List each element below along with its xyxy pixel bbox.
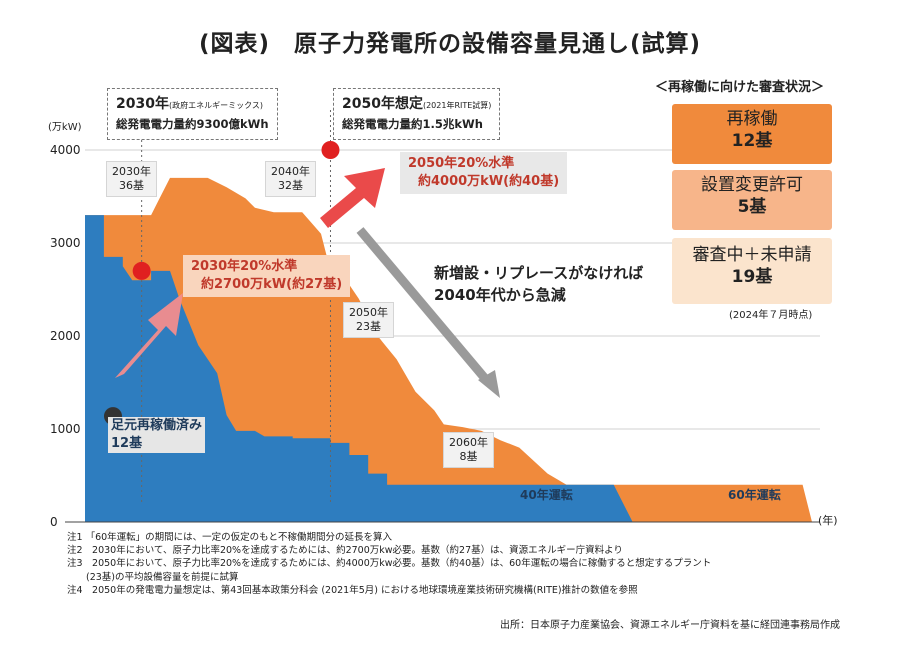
callout-2060-year: 2060年 (449, 436, 488, 449)
callout-2030-year: 2030年 (112, 165, 151, 178)
box-2030-line: 総発電電力量約9300億kWh (116, 117, 269, 131)
panel-title: ＜再稼働に向けた審査状況＞ (655, 80, 825, 95)
box-2050: 2050年想定(2021年RITE試算) 総発電電力量約1.5兆kWh (333, 88, 501, 140)
area-40yr (85, 215, 633, 522)
callout-2050-count: 23基 (356, 320, 381, 333)
decline-arrow-head (478, 370, 500, 398)
series-label-60: 60年運転 (728, 488, 781, 502)
target-dot-2050 (321, 141, 340, 159)
decline-line2: 2040年代から急減 (434, 286, 566, 304)
callout-2040-year: 2040年 (271, 165, 310, 178)
panel-box-restarted-label: 再稼働 (726, 109, 778, 129)
box-2030-sub: (政府エネルギーミックス) (168, 101, 263, 110)
callout-2030-count: 36基 (119, 179, 144, 192)
box-2030: 2030年(政府エネルギーミックス) 総発電電力量約9300億kWh (107, 88, 278, 140)
arrow-2030 (115, 293, 183, 378)
target-2050-line2: 約4000万kW(約40基) (418, 174, 560, 189)
box-2050-heading: 2050年想定 (342, 96, 423, 112)
target-2030-label: 2030年20%水準 約2700万kW(約27基) (183, 255, 351, 297)
current-line2: 12基 (111, 436, 143, 451)
target-2030-line1: 2030年20%水準 (191, 259, 298, 274)
note-4: 注4 2050年の発電電力量想定は、第43回基本政策分科会 (2021年5月) … (67, 584, 638, 596)
source: 出所：日本原子力産業協会、資源エネルギー庁資料を基に経団連事務局作成 (500, 620, 840, 631)
chart-axes: 0 1000 2000 3000 4000 (50, 143, 820, 529)
y-tick-label: 3000 (50, 236, 81, 250)
box-2030-heading: 2030年 (116, 96, 169, 112)
target-2050-line1: 2050年20%水準 (408, 156, 515, 171)
note-3: 注3 2050年において、原子力比率20%を達成するためには、約4000万kw必… (67, 558, 712, 570)
y-tick-label: 2000 (50, 329, 81, 343)
arrow-2050 (320, 168, 385, 228)
notes: 注1 「60年運転」の期間には、一定の仮定のもと不稼働期間分の延長を算入 注2 … (67, 531, 711, 597)
callout-2040: 2040年 32基 (265, 161, 316, 197)
callout-2060-count: 8基 (459, 450, 478, 463)
panel-note: (2024年７月時点) (729, 310, 813, 321)
note-1: 注1 「60年運転」の期間には、一定の仮定のもと不稼働期間分の延長を算入 (67, 532, 392, 543)
decline-line1: 新増設・リプレースがなければ (434, 264, 644, 282)
note-2: 注2 2030年において、原子力比率20%を達成するためには、約2700万kw必… (67, 545, 623, 557)
panel-box-restarted: 再稼働 12基 (672, 104, 832, 164)
panel-box-permitted-label: 設置変更許可 (701, 175, 803, 195)
panel-box-reviewing-count: 19基 (731, 267, 773, 287)
panel-box-permitted: 設置変更許可 5基 (672, 170, 832, 230)
callout-2040-count: 32基 (278, 179, 303, 192)
note-3b: (23基)の平均設備容量を前提に試算 (67, 571, 239, 583)
y-tick-label: 0 (50, 515, 58, 529)
box-2050-line: 総発電電力量約1.5兆kWh (342, 117, 483, 131)
callout-2030: 2030年 36基 (106, 161, 157, 197)
y-tick-label: 4000 (50, 143, 81, 157)
current-label: 足元再稼働済み 12基 (108, 417, 206, 453)
target-2050-label: 2050年20%水準 約4000万kW(約40基) (400, 152, 568, 194)
panel-box-reviewing: 審査中＋未申請 19基 (672, 238, 832, 304)
callout-2060: 2060年 8基 (443, 432, 494, 468)
panel-box-reviewing-label: 審査中＋未申請 (692, 245, 812, 265)
box-2050-sub: (2021年RITE試算) (422, 101, 492, 110)
target-dot-2030 (132, 261, 151, 280)
panel-box-restarted-count: 12基 (731, 131, 773, 151)
decline-text: 新増設・リプレースがなければ 2040年代から急減 (434, 262, 643, 306)
callout-2050-year: 2050年 (349, 306, 388, 319)
y-tick-label: 1000 (50, 422, 81, 436)
y-axis-unit: (万kW) (48, 122, 82, 133)
page-title: (図表) 原子力発電所の設備容量見通し(試算) (198, 31, 702, 57)
current-line1: 足元再稼働済み (111, 418, 203, 433)
series-label-40: 40年運転 (520, 488, 573, 502)
callout-2050: 2050年 23基 (343, 302, 394, 338)
decline-arrow-shaft (356, 227, 492, 385)
x-axis-unit: (年) (818, 514, 838, 527)
target-2030-line2: 約2700万kW(約27基) (201, 277, 343, 292)
panel-box-permitted-count: 5基 (737, 197, 767, 217)
